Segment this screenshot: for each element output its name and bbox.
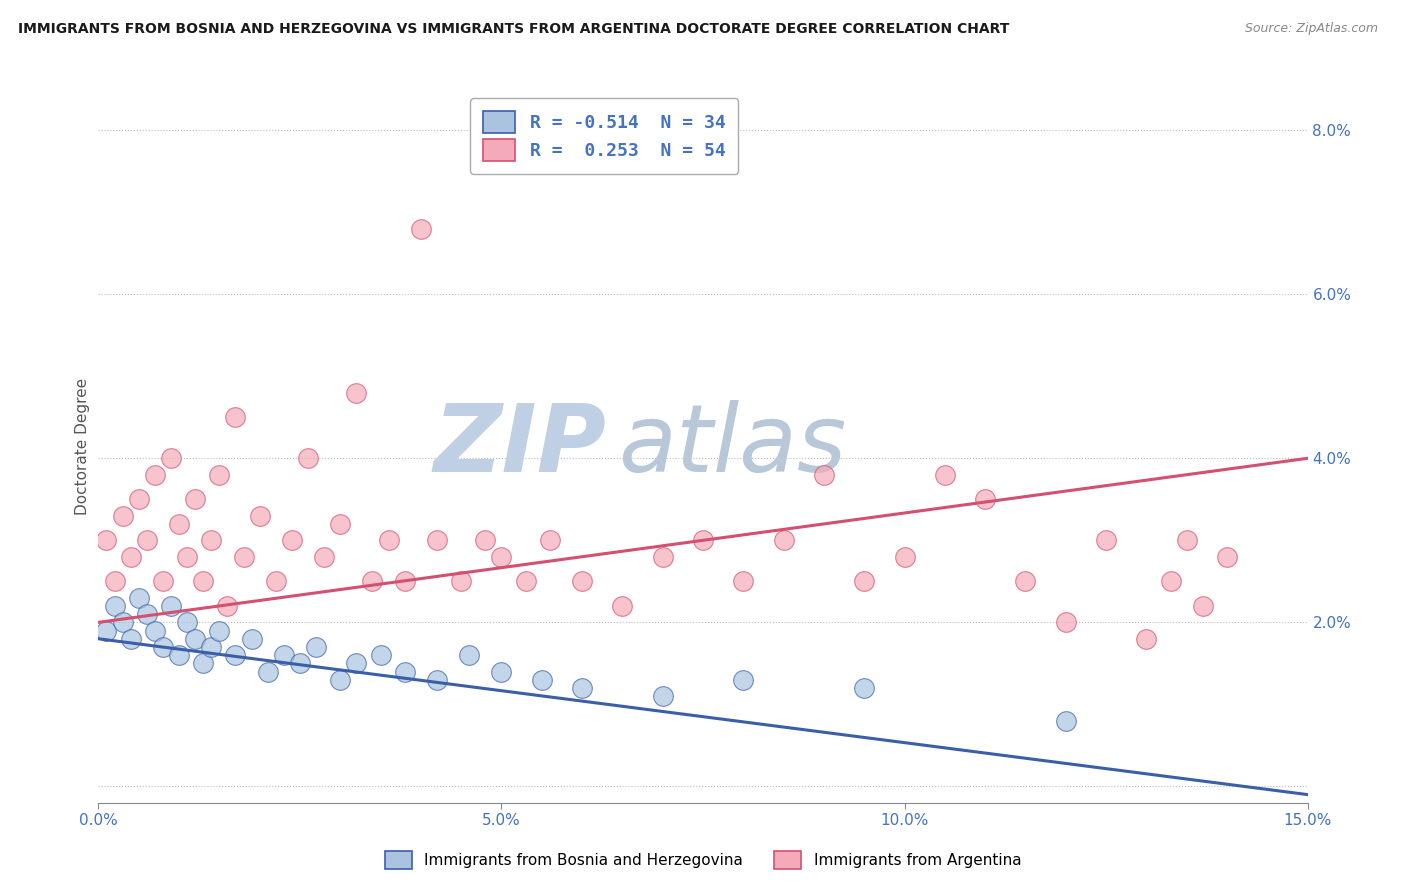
Point — [361, 574, 384, 589]
Point — [128, 591, 150, 605]
Point — [208, 467, 231, 482]
Point — [1054, 714, 1077, 728]
Point — [853, 574, 876, 589]
Point — [160, 451, 183, 466]
Point — [651, 689, 673, 703]
Y-axis label: Doctorate Degree: Doctorate Degree — [75, 377, 90, 515]
Point — [692, 533, 714, 548]
Point — [344, 657, 367, 671]
Point — [491, 665, 513, 679]
Point — [329, 516, 352, 531]
Point — [96, 624, 118, 638]
Point — [160, 599, 183, 613]
Point — [128, 492, 150, 507]
Point — [143, 624, 166, 638]
Point — [733, 574, 755, 589]
Point — [1216, 549, 1239, 564]
Point — [176, 549, 198, 564]
Point — [167, 648, 190, 662]
Point — [152, 574, 174, 589]
Text: Source: ZipAtlas.com: Source: ZipAtlas.com — [1244, 22, 1378, 36]
Point — [409, 221, 432, 235]
Point — [120, 549, 142, 564]
Point — [450, 574, 472, 589]
Point — [193, 657, 215, 671]
Point — [491, 549, 513, 564]
Point — [772, 533, 794, 548]
Point — [103, 574, 125, 589]
Point — [426, 673, 449, 687]
Point — [249, 508, 271, 523]
Point — [120, 632, 142, 646]
Point — [167, 516, 190, 531]
Point — [143, 467, 166, 482]
Point — [329, 673, 352, 687]
Point — [458, 648, 481, 662]
Point — [232, 549, 254, 564]
Point — [571, 681, 593, 695]
Point — [184, 632, 207, 646]
Point — [934, 467, 956, 482]
Point — [273, 648, 295, 662]
Point — [813, 467, 835, 482]
Point — [1014, 574, 1036, 589]
Point — [370, 648, 392, 662]
Point — [103, 599, 125, 613]
Point — [1135, 632, 1157, 646]
Point — [314, 549, 336, 564]
Point — [135, 607, 157, 622]
Point — [1160, 574, 1182, 589]
Legend: R = -0.514  N = 34, R =  0.253  N = 54: R = -0.514 N = 34, R = 0.253 N = 54 — [470, 98, 738, 174]
Point — [538, 533, 561, 548]
Point — [200, 640, 222, 654]
Point — [240, 632, 263, 646]
Point — [974, 492, 997, 507]
Point — [344, 385, 367, 400]
Text: atlas: atlas — [619, 401, 846, 491]
Point — [1191, 599, 1213, 613]
Point — [1054, 615, 1077, 630]
Text: ZIP: ZIP — [433, 400, 606, 492]
Point — [176, 615, 198, 630]
Point — [184, 492, 207, 507]
Point — [571, 574, 593, 589]
Point — [200, 533, 222, 548]
Point — [297, 451, 319, 466]
Point — [426, 533, 449, 548]
Point — [224, 648, 246, 662]
Point — [224, 410, 246, 425]
Point — [152, 640, 174, 654]
Point — [1095, 533, 1118, 548]
Point — [135, 533, 157, 548]
Point — [305, 640, 328, 654]
Point — [377, 533, 399, 548]
Point — [111, 508, 134, 523]
Legend: Immigrants from Bosnia and Herzegovina, Immigrants from Argentina: Immigrants from Bosnia and Herzegovina, … — [378, 845, 1028, 875]
Point — [530, 673, 553, 687]
Point — [193, 574, 215, 589]
Point — [111, 615, 134, 630]
Point — [208, 624, 231, 638]
Point — [217, 599, 239, 613]
Point — [893, 549, 915, 564]
Point — [394, 574, 416, 589]
Point — [1175, 533, 1198, 548]
Point — [733, 673, 755, 687]
Point — [281, 533, 304, 548]
Point — [394, 665, 416, 679]
Point — [853, 681, 876, 695]
Point — [288, 657, 311, 671]
Point — [651, 549, 673, 564]
Point — [256, 665, 278, 679]
Text: IMMIGRANTS FROM BOSNIA AND HERZEGOVINA VS IMMIGRANTS FROM ARGENTINA DOCTORATE DE: IMMIGRANTS FROM BOSNIA AND HERZEGOVINA V… — [18, 22, 1010, 37]
Point — [264, 574, 287, 589]
Point — [474, 533, 496, 548]
Point — [515, 574, 537, 589]
Point — [612, 599, 634, 613]
Point — [96, 533, 118, 548]
